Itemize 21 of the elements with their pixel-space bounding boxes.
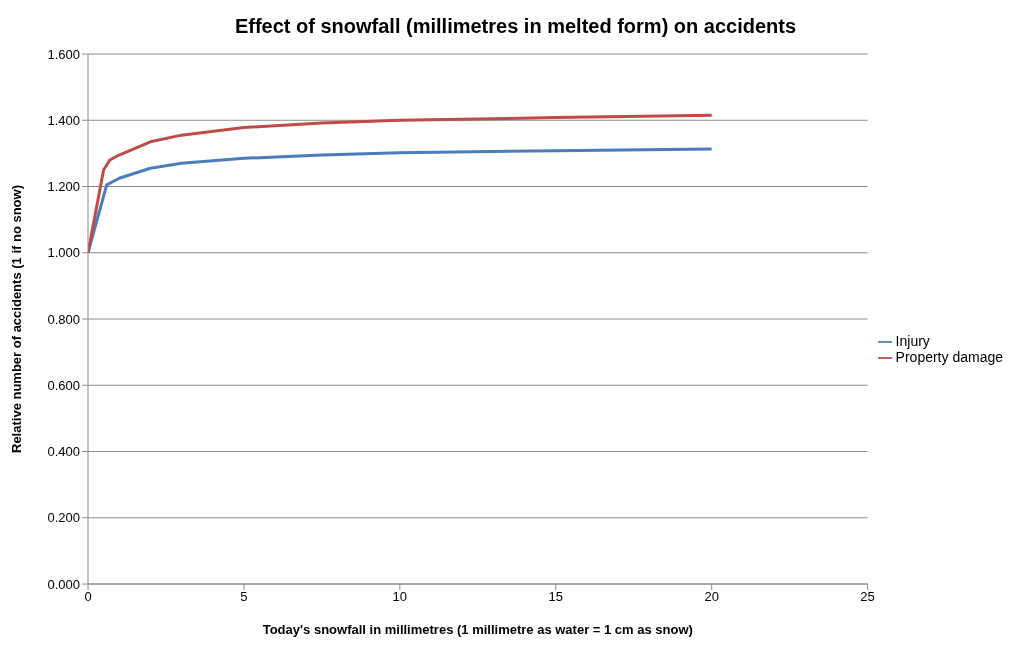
y-tick-label: 0.600 bbox=[47, 377, 80, 393]
x-tick-label: 10 bbox=[392, 589, 408, 605]
x-tick-label: 20 bbox=[704, 589, 719, 605]
chart-title: Effect of snowfall (millimetres in melted form) on accidents bbox=[233, 14, 798, 39]
x-tick-label: 0 bbox=[84, 589, 92, 605]
y-tick-label: 0.800 bbox=[47, 311, 80, 327]
x-tick-label: 25 bbox=[860, 589, 875, 605]
x-axis-title: Today's snowfall in millimetres (1 millimetre as water = 1 cm as snow) bbox=[262, 622, 693, 637]
y-tick-label: 1.000 bbox=[47, 245, 80, 261]
y-tick-label: 1.600 bbox=[47, 46, 80, 62]
y-tick-label: 1.200 bbox=[47, 179, 80, 195]
line-series bbox=[88, 113, 714, 255]
y-tick-label: 0.400 bbox=[47, 444, 80, 460]
legend-label: Property damage bbox=[895, 349, 1003, 365]
x-tick-label: 5 bbox=[240, 589, 248, 605]
y-tick-label: 1.400 bbox=[47, 112, 80, 128]
y-axis-title: Relative number of accidents (1 if no snow) bbox=[8, 185, 24, 453]
x-tick-label: 15 bbox=[548, 589, 563, 605]
y-tick-label: 0.000 bbox=[47, 576, 80, 592]
y-tick-label: 0.200 bbox=[47, 510, 80, 526]
legend-label: Injury bbox=[895, 332, 930, 349]
